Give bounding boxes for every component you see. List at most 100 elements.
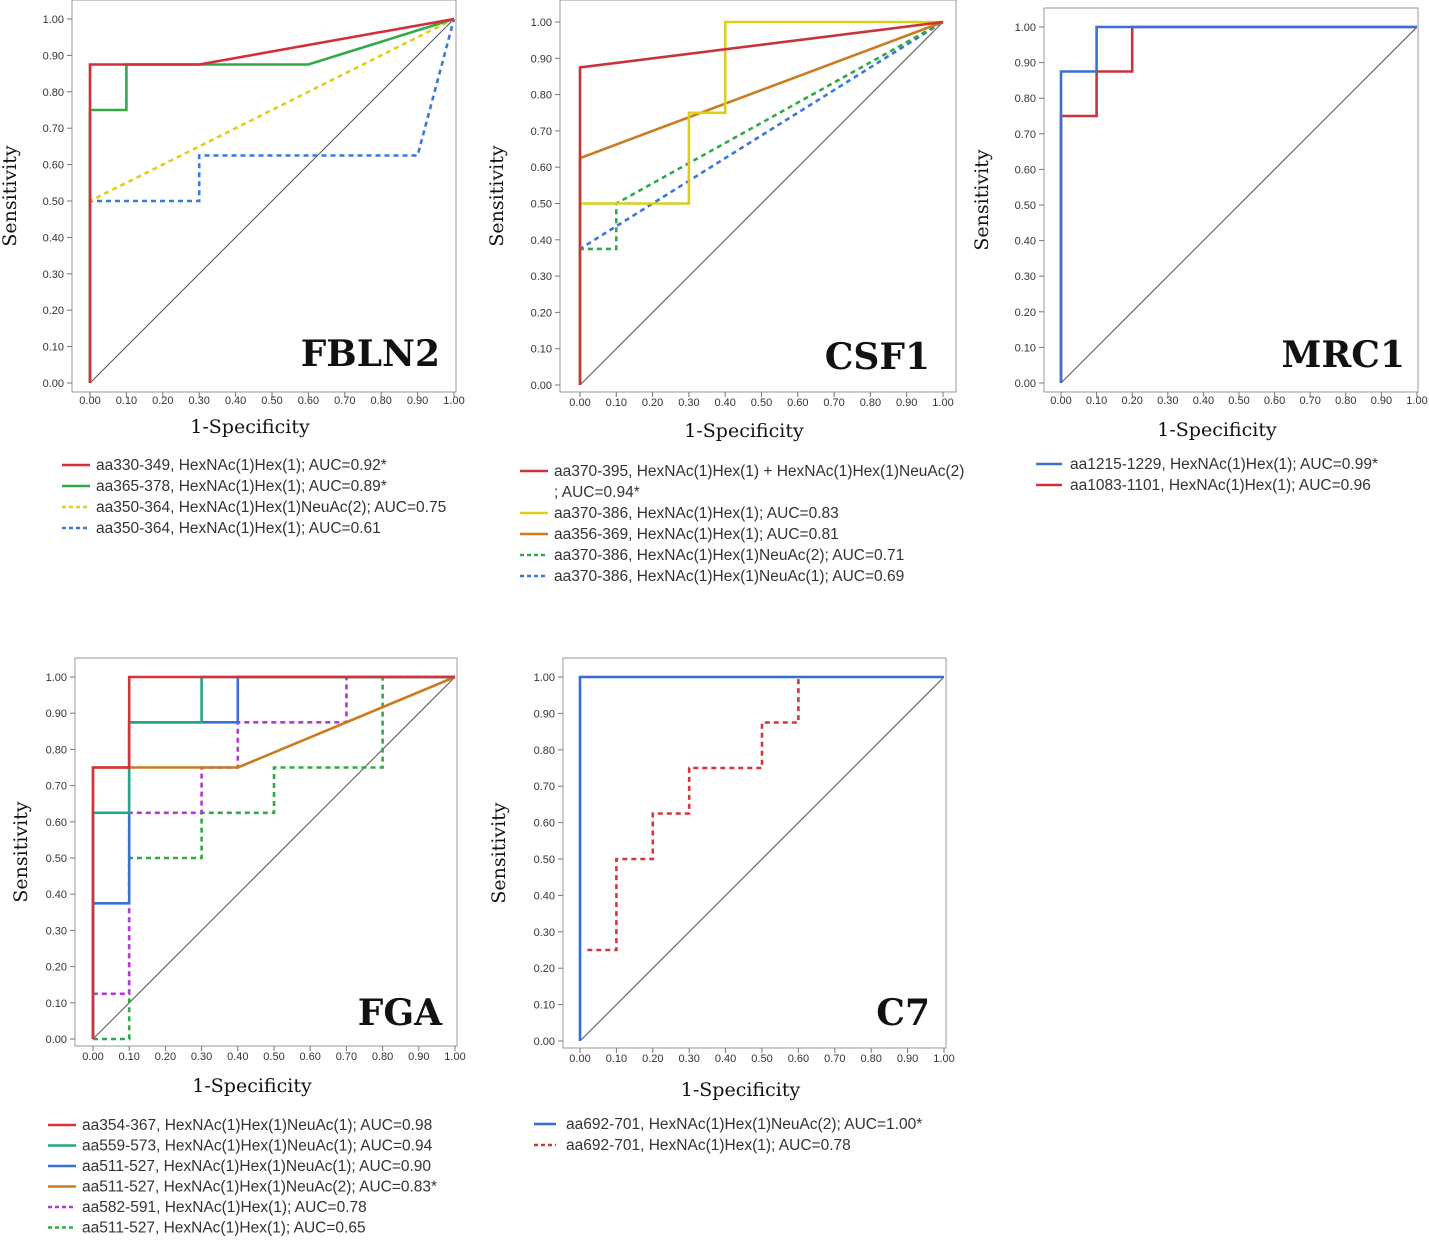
roc-panel-csf1: 0.00 0.10 0.20 0.30 0.40 0.50 0.60 0.70 0.80 0.90… bbox=[486, 0, 964, 585]
legend-entry: aa330-349, HexNAc(1)Hex(1); AUC=0.92* bbox=[96, 457, 387, 474]
plot-frame bbox=[71, 0, 457, 393]
y-tick-label: 0.00 bbox=[531, 380, 552, 392]
y-tick-label: 0.40 bbox=[534, 890, 555, 902]
y-tick-label: 0.60 bbox=[46, 817, 67, 829]
y-tick-label: 0.70 bbox=[43, 123, 64, 135]
x-tick-label: 0.30 bbox=[1157, 395, 1178, 407]
y-tick-label: 0.40 bbox=[43, 232, 64, 244]
roc-panel-fga: 0.00 0.10 0.20 0.30 0.40 0.50 0.60 0.70 0.80 0.90… bbox=[10, 657, 466, 1237]
y-axis-title: Sensitivity bbox=[0, 145, 21, 246]
x-tick-label: 0.40 bbox=[225, 395, 246, 407]
y-axis-title: Sensitivity bbox=[488, 802, 510, 903]
x-tick-label: 0.50 bbox=[263, 1051, 284, 1063]
y-tick-label: 0.30 bbox=[43, 269, 64, 281]
x-tick-label: 0.40 bbox=[715, 1053, 736, 1065]
roc-curve bbox=[88, 17, 455, 383]
y-tick-label: 1.00 bbox=[534, 672, 555, 684]
y-tick-label: 0.10 bbox=[1015, 342, 1036, 354]
y-tick-label: 0.70 bbox=[46, 781, 67, 793]
x-tick-label: 0.20 bbox=[642, 397, 663, 409]
plot-frame bbox=[559, 0, 957, 393]
x-tick-label: 0.40 bbox=[714, 397, 735, 409]
legend-entry: aa356-369, HexNAc(1)Hex(1); AUC=0.81 bbox=[554, 526, 839, 543]
roc-panel-fbln2: 0.00 0.10 0.20 0.30 0.40 0.50 0.60 0.70 0.80 0.90… bbox=[0, 0, 465, 537]
reference-diagonal bbox=[579, 21, 944, 386]
y-tick-label: 0.40 bbox=[531, 235, 552, 247]
reference-diagonal bbox=[579, 676, 945, 1042]
reference-diagonal bbox=[89, 18, 455, 384]
x-tick-label: 0.60 bbox=[298, 395, 319, 407]
plot-frame bbox=[562, 657, 947, 1049]
x-tick-label: 0.30 bbox=[188, 395, 209, 407]
x-tick-label: 0.90 bbox=[896, 397, 917, 409]
x-axis-title: 1-Specificity bbox=[681, 1079, 801, 1101]
x-tick-label: 0.80 bbox=[860, 1053, 881, 1065]
y-tick-label: 0.90 bbox=[46, 708, 67, 720]
plot-frame bbox=[74, 657, 458, 1047]
legend-entry: aa370-386, HexNAc(1)Hex(1); AUC=0.83 bbox=[554, 505, 839, 522]
y-tick-label: 0.40 bbox=[1015, 236, 1036, 248]
legend-entry-continued: ; AUC=0.94* bbox=[554, 484, 640, 501]
y-tick-label: 0.10 bbox=[531, 344, 552, 356]
x-tick-label: 0.10 bbox=[606, 397, 627, 409]
y-tick-label: 0.90 bbox=[531, 53, 552, 65]
y-tick-label: 1.00 bbox=[531, 17, 552, 29]
x-tick-label: 0.90 bbox=[897, 1053, 918, 1065]
roc-curve bbox=[91, 675, 455, 1039]
y-tick-label: 0.10 bbox=[43, 342, 64, 354]
x-tick-label: 0.70 bbox=[336, 1051, 357, 1063]
panel-title: MRC1 bbox=[1282, 334, 1405, 376]
x-tick-label: 0.30 bbox=[678, 1053, 699, 1065]
legend-entry: aa511-527, HexNAc(1)Hex(1)NeuAc(2); AUC=… bbox=[82, 1179, 437, 1196]
roc-panel-mrc1: 0.00 0.10 0.20 0.30 0.40 0.50 0.60 0.70 0.80 0.90… bbox=[971, 7, 1428, 494]
x-tick-label: 0.80 bbox=[372, 1051, 393, 1063]
x-tick-label: 0.00 bbox=[82, 1051, 103, 1063]
y-tick-label: 0.60 bbox=[534, 818, 555, 830]
roc-curve bbox=[1059, 25, 1417, 383]
y-tick-label: 0.50 bbox=[43, 196, 64, 208]
y-tick-label: 0.70 bbox=[1015, 129, 1036, 141]
x-tick-label: 0.50 bbox=[261, 395, 282, 407]
y-tick-label: 0.30 bbox=[46, 925, 67, 937]
legend: aa330-349, HexNAc(1)Hex(1); AUC=0.92* aa3… bbox=[62, 457, 446, 537]
legend-entry: aa350-364, HexNAc(1)Hex(1); AUC=0.61 bbox=[96, 520, 381, 537]
x-tick-label: 0.90 bbox=[407, 395, 428, 407]
y-tick-label: 0.80 bbox=[43, 87, 64, 99]
x-tick-label: 0.00 bbox=[569, 397, 590, 409]
y-tick-label: 0.30 bbox=[534, 927, 555, 939]
y-tick-label: 0.50 bbox=[1015, 200, 1036, 212]
y-tick-label: 0.40 bbox=[46, 889, 67, 901]
x-tick-label: 1.00 bbox=[444, 1051, 465, 1063]
x-tick-label: 0.80 bbox=[1335, 395, 1356, 407]
x-tick-label: 0.20 bbox=[155, 1051, 176, 1063]
legend-entry: aa511-527, HexNAc(1)Hex(1)NeuAc(1); AUC=… bbox=[82, 1158, 431, 1175]
legend: aa692-701, HexNAc(1)Hex(1)NeuAc(2); AUC=… bbox=[534, 1116, 922, 1154]
x-axis-title: 1-Specificity bbox=[684, 420, 804, 442]
y-tick-label: 1.00 bbox=[1015, 22, 1036, 34]
x-tick-label: 0.00 bbox=[79, 395, 100, 407]
panel-title: FBLN2 bbox=[301, 333, 440, 375]
y-tick-label: 0.80 bbox=[46, 744, 67, 756]
x-tick-label: 0.70 bbox=[824, 1053, 845, 1065]
y-tick-label: 0.70 bbox=[531, 126, 552, 138]
x-tick-label: 0.00 bbox=[569, 1053, 590, 1065]
y-tick-label: 0.60 bbox=[43, 160, 64, 172]
roc-panel-c7: 0.00 0.10 0.20 0.30 0.40 0.50 0.60 0.70 0.80 0.90… bbox=[488, 657, 955, 1154]
y-tick-label: 0.00 bbox=[46, 1034, 67, 1046]
legend-entry: aa370-386, HexNAc(1)Hex(1)NeuAc(1); AUC=… bbox=[554, 568, 904, 585]
y-tick-label: 0.60 bbox=[531, 162, 552, 174]
legend-entry: aa370-386, HexNAc(1)Hex(1)NeuAc(2); AUC=… bbox=[554, 547, 904, 564]
x-tick-label: 0.10 bbox=[1086, 395, 1107, 407]
x-tick-label: 0.70 bbox=[1299, 395, 1320, 407]
legend-entry: aa559-573, HexNAc(1)Hex(1)NeuAc(1); AUC=… bbox=[82, 1138, 433, 1155]
roc-curve bbox=[88, 18, 456, 383]
x-tick-label: 1.00 bbox=[443, 395, 464, 407]
plot-frame bbox=[1043, 7, 1419, 393]
legend-entry: aa692-701, HexNAc(1)Hex(1)NeuAc(2); AUC=… bbox=[566, 1116, 922, 1133]
y-tick-label: 1.00 bbox=[46, 672, 67, 684]
y-tick-label: 0.50 bbox=[531, 199, 552, 211]
y-tick-label: 0.20 bbox=[531, 307, 552, 319]
x-tick-label: 0.10 bbox=[118, 1051, 139, 1063]
reference-diagonal bbox=[92, 676, 456, 1040]
roc-curve bbox=[578, 675, 944, 1041]
